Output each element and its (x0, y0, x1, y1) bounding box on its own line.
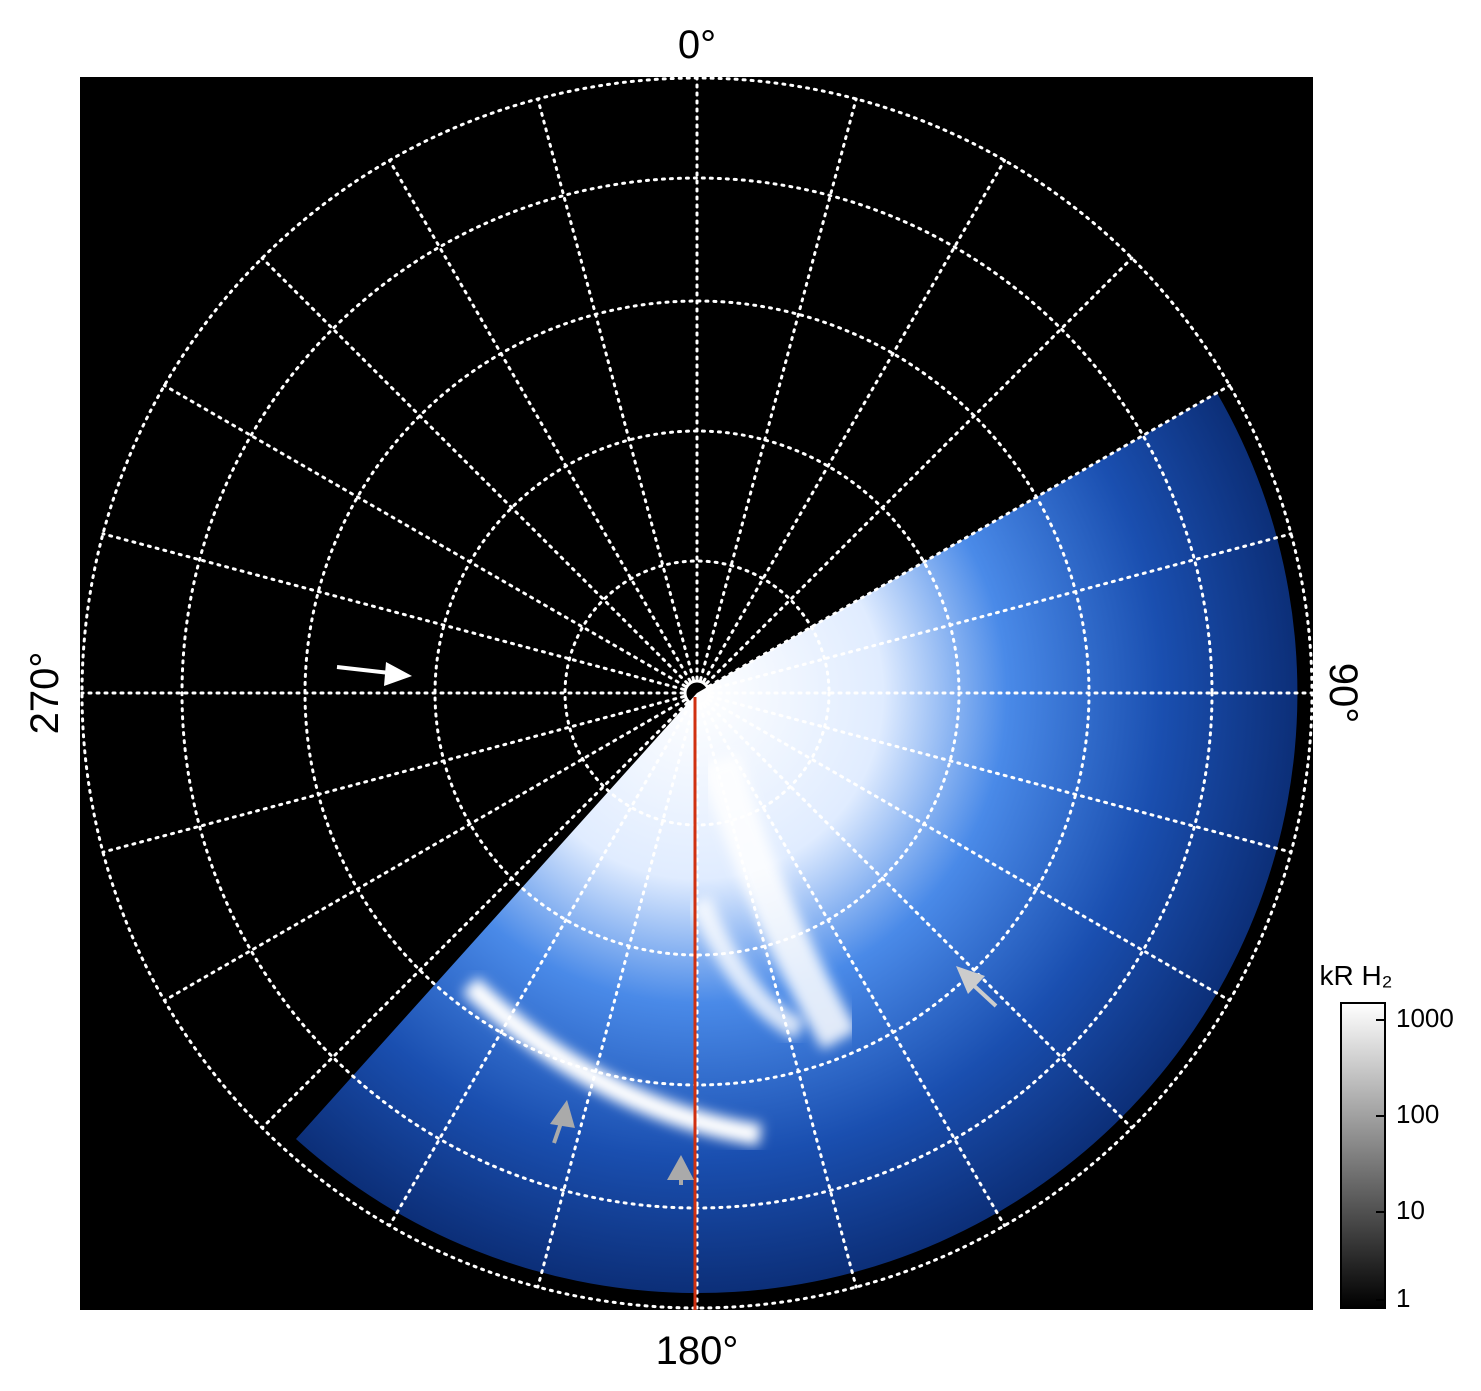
arrow-head (384, 662, 412, 686)
colorbar-title: kR H₂ (1319, 960, 1392, 991)
label-bottom: 180° (656, 1329, 739, 1373)
colorbar-tick-label: 1000 (1396, 1003, 1454, 1033)
emission-region (296, 393, 1298, 1294)
bright-feature (700, 754, 858, 1050)
arrows (336, 662, 998, 1185)
arrow (336, 665, 391, 675)
colorbar (1340, 1002, 1386, 1309)
grid-circle (180, 176, 1214, 1210)
grid (80, 77, 1313, 1310)
colorbar-tick-label: 1 (1396, 1283, 1410, 1313)
label-top: 0° (678, 23, 716, 67)
arrow-head (667, 1155, 694, 1180)
grid-circle (563, 559, 831, 827)
colorbar-tick-label: 100 (1396, 1099, 1439, 1129)
colorbar-tick-label: 10 (1396, 1195, 1425, 1225)
label-right: 90° (1321, 663, 1365, 724)
pole (683, 679, 711, 707)
bright-feature (689, 895, 806, 1040)
arrow-head (956, 966, 985, 994)
emission (296, 393, 1298, 1294)
main-oval (462, 977, 762, 1146)
colorbar-ticks: 1000 100 10 1 (1376, 1003, 1454, 1313)
label-left: 270° (23, 652, 67, 735)
arrow-head (550, 1100, 575, 1128)
